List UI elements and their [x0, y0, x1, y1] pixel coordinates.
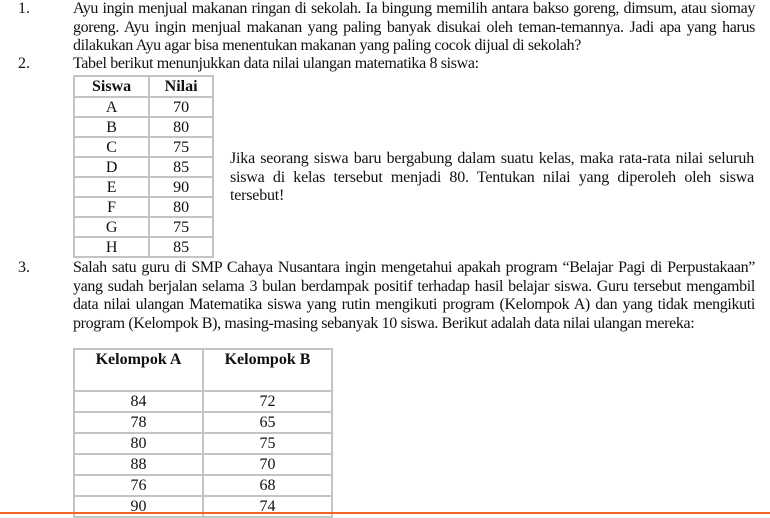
table-cell: 68	[202, 474, 333, 497]
table-cell: H	[72, 236, 151, 258]
question-text: Ayu ingin menjual makanan ringan di seko…	[73, 0, 755, 54]
table-row: A 70	[72, 96, 214, 118]
question-text: Tabel berikut menunjukkan data nilai ula…	[73, 55, 479, 72]
table-cell: 70	[202, 453, 333, 476]
question-number: 3.	[18, 259, 30, 276]
table-cell: 72	[202, 390, 333, 413]
table-row: 80 75	[73, 432, 333, 455]
table-row: 76 68	[73, 474, 333, 497]
table-cell: 78	[73, 411, 204, 434]
table-row: C 75	[72, 136, 214, 158]
table-cell: 75	[148, 216, 214, 238]
column-header: Kelompok A	[73, 348, 204, 392]
question-number: 1.	[18, 0, 30, 17]
table-cell: 75	[202, 432, 333, 455]
table-cell: 88	[73, 453, 204, 476]
table-cell: 65	[202, 411, 333, 434]
column-header: Siswa	[72, 75, 151, 98]
table-cell: C	[72, 136, 151, 158]
table-cell: 80	[148, 196, 214, 218]
table-row: D 85	[72, 156, 214, 178]
question-number: 2.	[18, 55, 30, 72]
table-cell: 85	[148, 156, 214, 178]
table-cell: 80	[73, 432, 204, 455]
question-2-prompt: Jika seorang siswa baru bergabung dalam …	[230, 150, 754, 204]
table-cell: B	[72, 116, 151, 138]
question-text: Salah satu guru di SMP Cahaya Nusantara …	[73, 259, 755, 332]
table-cell: A	[72, 96, 151, 118]
table-cell: 80	[148, 116, 214, 138]
table-cell: 90	[148, 176, 214, 198]
table-row: F 80	[72, 196, 214, 218]
table-row: G 75	[72, 216, 214, 238]
table-cell: 85	[148, 236, 214, 258]
table-row: H 85	[72, 236, 214, 258]
table-cell: D	[72, 156, 151, 178]
table-cell: E	[72, 176, 151, 198]
page-boundary-line	[0, 512, 770, 514]
column-header: Kelompok B	[202, 348, 333, 392]
group-score-table: Kelompok A Kelompok B 84 72 78 65 80 75 88 70 76…	[73, 348, 333, 518]
table-row: E 90	[72, 176, 214, 198]
table-cell: 70	[148, 96, 214, 118]
table-row: 88 70	[73, 453, 333, 476]
student-score-table: Siswa Nilai A 70 B 80 C 75 D 85 E 90 F 80 G 75 H 85	[72, 75, 214, 258]
table-cell: 75	[148, 136, 214, 158]
table-row: 84 72	[73, 390, 333, 413]
table-cell: 84	[73, 390, 204, 413]
table-cell: 76	[73, 474, 204, 497]
column-header: Nilai	[148, 75, 214, 98]
table-row: B 80	[72, 116, 214, 138]
table-cell: G	[72, 216, 151, 238]
table-cell: F	[72, 196, 151, 218]
table-row: 78 65	[73, 411, 333, 434]
